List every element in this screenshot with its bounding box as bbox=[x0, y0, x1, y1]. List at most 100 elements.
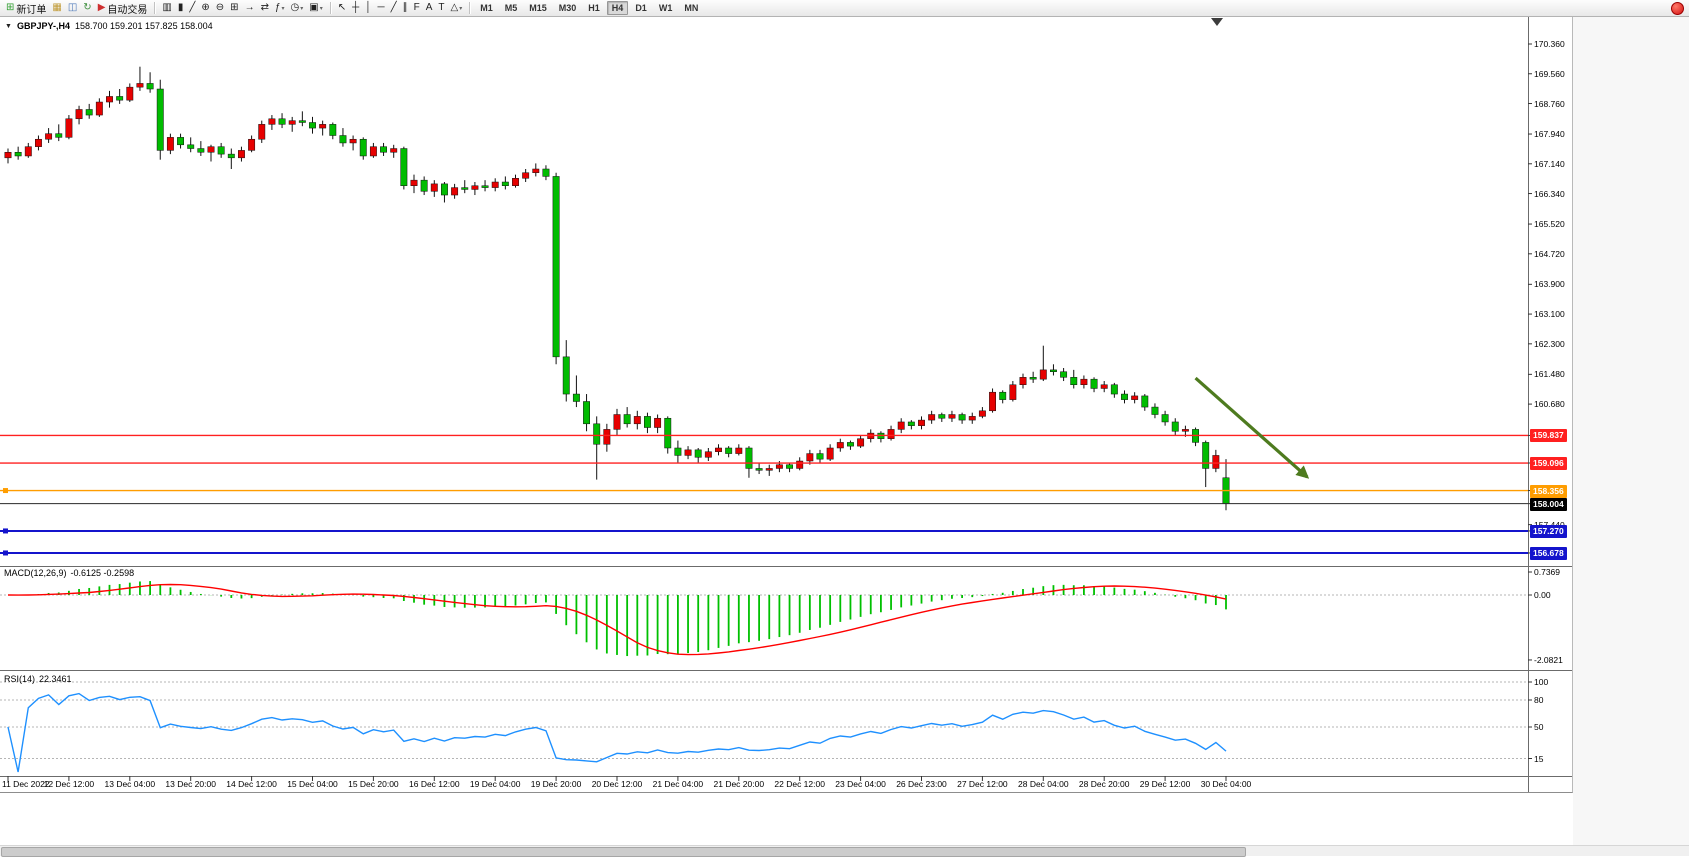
chart-shift-marker[interactable] bbox=[1211, 18, 1223, 26]
candle bbox=[329, 124, 337, 136]
rsi-scale-label: 100 bbox=[1534, 677, 1549, 687]
horizontal-line-support-2[interactable] bbox=[0, 550, 1528, 556]
time-axis-label: 13 Dec 04:00 bbox=[104, 779, 156, 789]
refresh-button[interactable]: ↻ bbox=[81, 1, 93, 16]
candlestick-chart-button[interactable]: ▮ bbox=[176, 1, 186, 16]
chart-windows-button[interactable]: ◫ bbox=[66, 1, 79, 16]
periods-button[interactable]: ◷ ▾ bbox=[289, 1, 306, 16]
candle bbox=[1060, 371, 1068, 378]
equidistant-channel-icon: ∥ bbox=[402, 2, 408, 13]
candle bbox=[694, 449, 702, 458]
text-button[interactable]: A bbox=[424, 1, 435, 16]
horizontal-line-button[interactable]: ─ bbox=[375, 1, 386, 16]
ohlc-values: 158.700 159.201 157.825 158.004 bbox=[74, 21, 213, 31]
candle bbox=[532, 168, 540, 173]
label-button[interactable]: T bbox=[436, 1, 446, 16]
new-order-button[interactable]: ⊞ 新订单 bbox=[4, 1, 48, 16]
price-axis-label: 160.680 bbox=[1534, 399, 1565, 410]
auto-scroll-button[interactable]: → bbox=[243, 1, 257, 16]
candle bbox=[481, 185, 489, 188]
timeframe-m30-button[interactable]: M30 bbox=[558, 3, 577, 13]
profiles-button[interactable]: ▦ bbox=[50, 1, 63, 16]
line-handle[interactable] bbox=[3, 528, 8, 534]
zoom-out-button[interactable]: ⊖ bbox=[214, 1, 226, 16]
chart-symbol-line: ▼ GBPJPY-,H4 158.700 159.201 157.825 158… bbox=[5, 21, 213, 31]
indicators-button[interactable]: ƒ ▾ bbox=[273, 1, 287, 16]
crosshair-button[interactable]: ┼ bbox=[350, 1, 361, 16]
candle bbox=[928, 414, 936, 421]
candle bbox=[146, 83, 154, 90]
price-chart-canvas[interactable] bbox=[0, 16, 1572, 792]
timeframe-mn-button[interactable]: MN bbox=[684, 3, 699, 13]
candle bbox=[430, 183, 438, 192]
candle bbox=[309, 122, 316, 129]
candle bbox=[1181, 429, 1189, 432]
orange-line-tag[interactable]: 158.356 bbox=[1530, 484, 1567, 498]
candle bbox=[248, 138, 256, 151]
resistance-line-tag-2[interactable]: 159.096 bbox=[1530, 457, 1567, 471]
candle bbox=[1161, 414, 1169, 423]
candle bbox=[623, 414, 631, 425]
cursor-button[interactable]: ↖ bbox=[336, 1, 348, 16]
candle bbox=[715, 447, 722, 452]
candle bbox=[572, 393, 580, 402]
shapes-button[interactable]: △ ▾ bbox=[449, 1, 465, 16]
bar-chart-button[interactable]: ▥ bbox=[160, 1, 173, 16]
notification-badge-icon[interactable] bbox=[1671, 2, 1684, 15]
tile-windows-button[interactable]: ⊞ bbox=[228, 1, 240, 16]
candle bbox=[745, 447, 753, 469]
templates-icon: ▣ bbox=[309, 2, 319, 13]
resistance-line-tag-1[interactable]: 159.837 bbox=[1530, 429, 1567, 443]
zoom-in-icon: ⊕ bbox=[201, 2, 210, 13]
chart-window: ▼ GBPJPY-,H4 158.700 159.201 157.825 158… bbox=[0, 16, 1573, 793]
line-handle[interactable] bbox=[3, 488, 8, 494]
equidistant-channel-button[interactable]: ∥ bbox=[401, 1, 410, 16]
fibonacci-icon: F bbox=[413, 2, 420, 13]
timeframe-m15-button[interactable]: M15 bbox=[529, 3, 547, 13]
candle bbox=[826, 447, 834, 460]
time-axis-label: 15 Dec 20:00 bbox=[348, 779, 399, 789]
candle bbox=[24, 146, 32, 157]
symbol-title: GBPJPY-,H4 bbox=[16, 21, 70, 31]
price-axis-label: 170.360 bbox=[1534, 39, 1565, 49]
timeframe-h1-button[interactable]: H1 bbox=[588, 3, 600, 13]
line-chart-button[interactable]: ╱ bbox=[187, 1, 197, 16]
line-handle[interactable] bbox=[3, 550, 8, 556]
horizontal-line-pivot-orange[interactable] bbox=[0, 488, 1528, 494]
one-click-trading-toggle[interactable]: ▼ bbox=[5, 22, 12, 30]
auto-trading-button[interactable]: ▶ 自动交易 bbox=[96, 1, 150, 16]
trendline-button[interactable]: ╱ bbox=[389, 1, 399, 16]
chart-shift-button[interactable]: ⇄ bbox=[259, 1, 271, 16]
support-line-tag-1[interactable]: 157.270 bbox=[1530, 524, 1567, 538]
horizontal-line-support-1[interactable] bbox=[0, 528, 1528, 534]
candle bbox=[106, 96, 113, 103]
candle bbox=[765, 468, 773, 471]
fibonacci-button[interactable]: F bbox=[412, 1, 422, 16]
timeframe-m1-button[interactable]: M1 bbox=[480, 3, 493, 13]
timeframe-d1-button[interactable]: D1 bbox=[635, 3, 647, 13]
auto-trading-icon: ▶ bbox=[97, 2, 106, 13]
candle bbox=[786, 464, 793, 469]
trend-arrow-object[interactable] bbox=[1194, 376, 1310, 479]
candle bbox=[948, 414, 956, 419]
vertical-line-button[interactable]: │ bbox=[363, 1, 373, 16]
current-price-tag[interactable]: 158.004 bbox=[1530, 497, 1567, 511]
timeframe-h4-button[interactable]: H4 bbox=[606, 1, 629, 15]
support-line-tag-2[interactable]: 156.678 bbox=[1530, 546, 1567, 560]
candle bbox=[1050, 369, 1057, 372]
timeframe-m5-button[interactable]: M5 bbox=[504, 3, 518, 13]
horizontal-scrollbar[interactable] bbox=[0, 845, 1689, 857]
templates-button[interactable]: ▣ ▾ bbox=[307, 1, 324, 16]
candle bbox=[298, 120, 306, 123]
macd-signal-line bbox=[7, 583, 1227, 656]
candle bbox=[938, 414, 946, 419]
candle bbox=[1171, 421, 1179, 432]
candle bbox=[177, 137, 185, 146]
zoom-in-button[interactable]: ⊕ bbox=[199, 1, 211, 16]
candle bbox=[471, 185, 479, 190]
candle bbox=[1202, 442, 1210, 469]
candle bbox=[512, 178, 519, 186]
candle bbox=[268, 118, 276, 125]
timeframe-w1-button[interactable]: W1 bbox=[658, 3, 673, 13]
candle bbox=[441, 183, 448, 196]
